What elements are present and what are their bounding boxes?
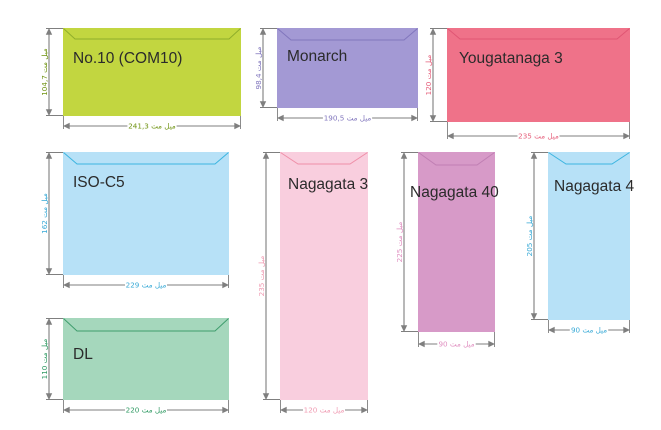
envelope-body (277, 28, 418, 108)
dim-arrowhead-left (63, 122, 70, 130)
label-backdrop (303, 405, 345, 415)
width-dimension-label: 235 میل مت (518, 132, 559, 141)
dim-arrowhead-down (400, 325, 408, 332)
envelope-flap-line (447, 28, 630, 40)
width-dimension-label: 120 میل مت (304, 406, 345, 415)
dim-arrowhead-left (63, 406, 70, 414)
envelope-flap-line (277, 28, 418, 41)
dim-arrowhead-right (361, 406, 368, 414)
envelope-shape-nagagata3 (280, 152, 368, 400)
envelope-body (63, 28, 241, 116)
width-dimension-label: 190,5 میل مت (324, 114, 372, 123)
envelope-body (63, 318, 229, 400)
envelope-flap-line (548, 152, 630, 165)
envelope-yougatanaga3: Yougatanaga 3 (447, 28, 630, 122)
envelope-flap-line (63, 28, 241, 40)
envelope-monarch: Monarch (277, 28, 418, 108)
dim-arrowhead-up (45, 318, 53, 325)
height-dimension-label: 98,4 میل مت (254, 46, 263, 89)
dim-arrowhead-left (447, 132, 454, 140)
dim-arrowhead-up (530, 152, 538, 159)
dim-arrowhead-right (411, 114, 418, 122)
label-backdrop (517, 131, 560, 141)
dim-arrowhead-left (63, 281, 70, 289)
label-backdrop (569, 325, 609, 335)
width-dimension-label: 90 میل مت (571, 326, 607, 335)
envelope-flap-line (63, 318, 229, 332)
width-dimension-label: 241,3 میل مت (128, 122, 176, 131)
height-dimension-label: 120 میل مت (424, 55, 433, 96)
label-backdrop (125, 405, 167, 415)
envelope-shape-no10 (63, 28, 241, 116)
dim-arrowhead-right (222, 281, 229, 289)
envelope-nagagata4: Nagagata 4 (548, 152, 634, 320)
envelope-body (447, 28, 630, 122)
dim-arrowhead-down (262, 393, 270, 400)
label-backdrop (127, 121, 177, 131)
envelope-shape-isoc5 (63, 152, 229, 275)
envelope-body (63, 152, 229, 275)
envelope-nagagata40: Nagagata 40 (410, 152, 499, 332)
height-dimension-label: 205 میل مت (525, 216, 534, 257)
dim-arrowhead-right (222, 406, 229, 414)
dim-arrowhead-up (259, 28, 267, 35)
height-dimension-label: 162 میل مت (40, 193, 49, 234)
envelope-shape-nagagata40 (418, 152, 495, 332)
height-dimension-label: 104,7 میل مت (40, 48, 49, 96)
label-backdrop (437, 339, 476, 349)
dim-arrowhead-up (45, 28, 53, 35)
envelope-body (548, 152, 630, 320)
envelope-shape-dl (63, 318, 229, 400)
envelope-flap-line (418, 152, 495, 166)
dim-arrowhead-up (262, 152, 270, 159)
envelope-name-label: Nagagata 40 (410, 184, 499, 201)
dim-arrowhead-right (623, 132, 630, 140)
envelope-name-label: Nagagata 4 (554, 178, 635, 195)
envelope-flap-line (63, 152, 229, 165)
dim-arrowhead-right (234, 122, 241, 130)
dim-arrowhead-left (277, 114, 284, 122)
width-dimension-label: 90 میل مت (438, 340, 474, 349)
envelope-shape-yougatanaga3 (447, 28, 630, 122)
envelope-dl: DL (63, 318, 229, 400)
envelope-body (418, 152, 495, 332)
envelope-nagagata3: Nagagata 3 (280, 152, 368, 400)
height-dimension-label: 110 میل مت (40, 339, 49, 380)
envelope-shape-nagagata4 (548, 152, 630, 320)
dim-arrowhead-left (418, 340, 425, 348)
dim-arrowhead-down (45, 393, 53, 400)
dim-arrowhead-left (548, 326, 555, 334)
envelope-name-label: Monarch (287, 48, 348, 65)
envelope-name-label: DL (73, 346, 93, 363)
height-dimension-label: 225 میل مت (395, 222, 404, 263)
envelope-name-label: ISO-C5 (73, 174, 125, 191)
envelope-name-label: Yougatanaga 3 (459, 50, 563, 67)
envelope-flap-line (280, 152, 368, 165)
envelope-no10: No.10 (COM10) (63, 28, 241, 116)
width-dimension-label: 220 میل مت (126, 406, 167, 415)
dim-arrowhead-up (429, 28, 437, 35)
width-dimension-label: 229 میل مت (126, 281, 167, 290)
dim-arrowhead-up (45, 152, 53, 159)
dim-arrowhead-down (259, 101, 267, 108)
dim-arrowhead-down (45, 109, 53, 116)
envelope-body (280, 152, 368, 400)
dim-arrowhead-down (45, 268, 53, 275)
envelope-name-label: No.10 (COM10) (73, 50, 183, 67)
dim-arrowhead-down (429, 115, 437, 122)
dim-arrowhead-left (280, 406, 287, 414)
label-backdrop (125, 280, 167, 290)
envelope-isoc5: ISO-C5 (63, 152, 229, 275)
envelope-shape-monarch (277, 28, 418, 108)
height-dimension-label: 235 میل مت (257, 256, 266, 297)
dim-arrowhead-down (530, 313, 538, 320)
dim-arrowhead-up (400, 152, 408, 159)
dim-arrowhead-right (623, 326, 630, 334)
label-backdrop (322, 113, 373, 123)
dim-arrowhead-right (488, 340, 495, 348)
envelope-name-label: Nagagata 3 (288, 176, 369, 193)
